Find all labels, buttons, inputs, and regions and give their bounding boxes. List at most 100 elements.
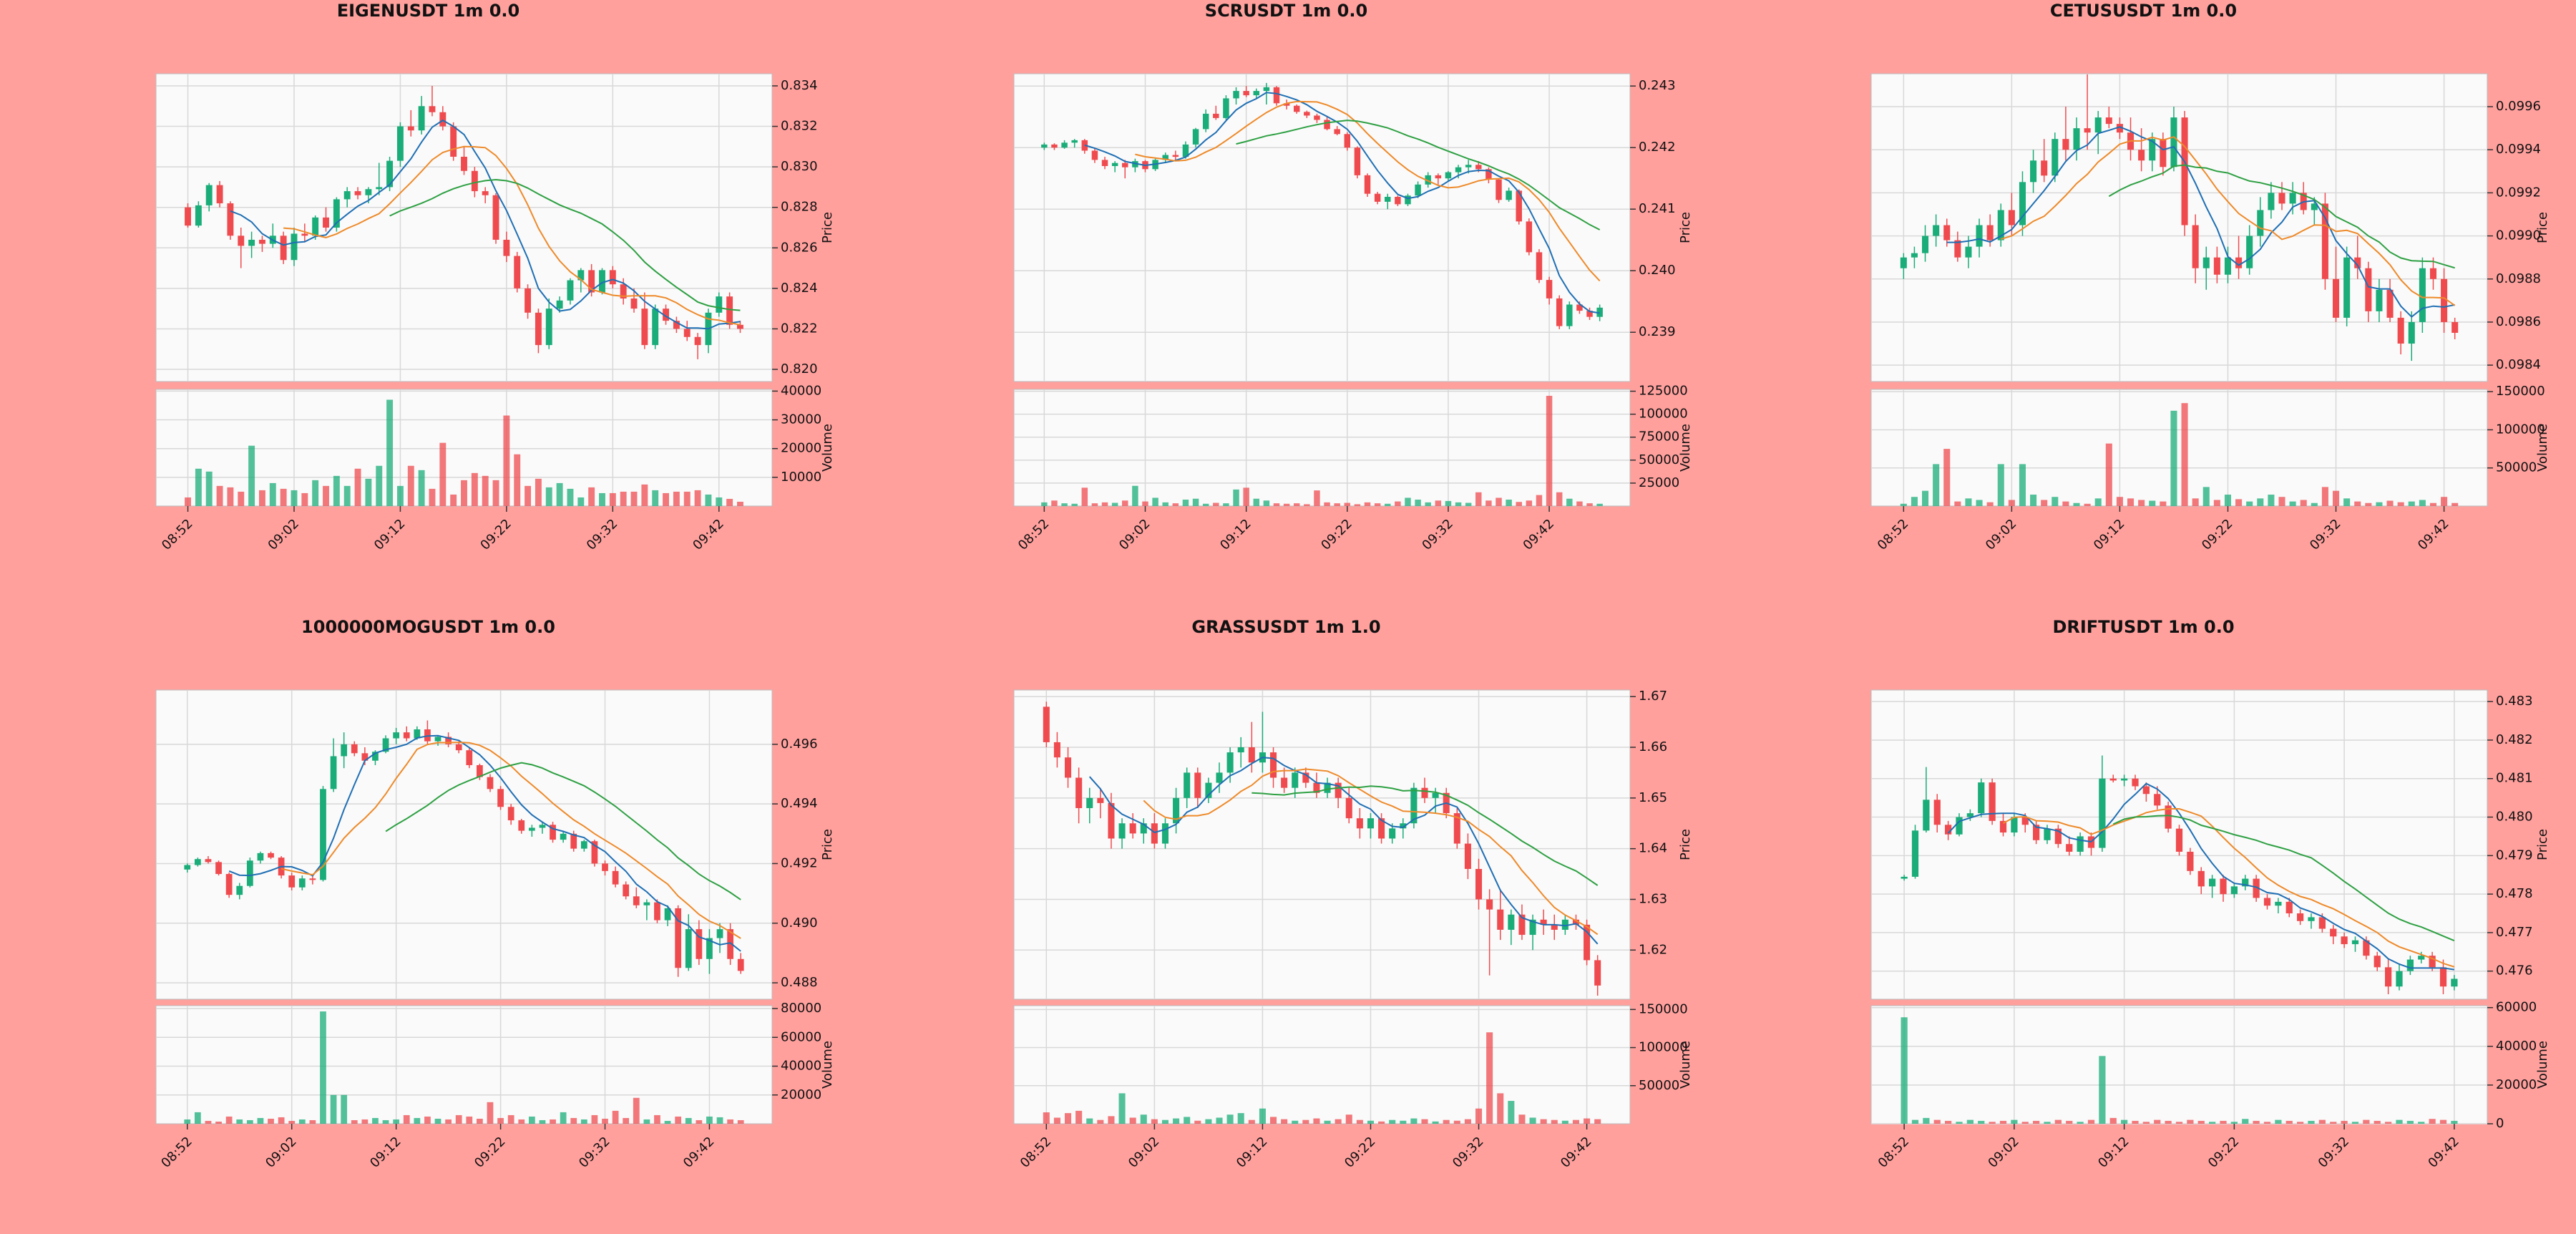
volume-bar [1111, 502, 1118, 506]
candle-body [2376, 289, 2383, 311]
candle-body [716, 929, 723, 938]
volume-bar [623, 1117, 630, 1124]
volume-bar [641, 484, 648, 506]
volume-bar [2285, 1120, 2293, 1124]
volume-bar [1142, 501, 1148, 506]
y-tick-label: 1.62 [1639, 942, 1667, 957]
volume-bar [1173, 1118, 1180, 1124]
volume-bar [664, 1120, 671, 1124]
volume-bar [2373, 1120, 2381, 1124]
volume-bar [2142, 1122, 2150, 1124]
candle-body [1584, 924, 1591, 961]
volume-bar [216, 485, 223, 506]
candle-body [248, 239, 255, 246]
volume-bar [1051, 500, 1058, 506]
candle-body [683, 329, 691, 337]
volume-bar [652, 490, 659, 506]
volume-bar [1061, 503, 1068, 506]
candle-body [1400, 823, 1407, 829]
candle-body [2386, 289, 2394, 318]
volume-bar [246, 1119, 253, 1124]
volume-bar [1314, 490, 1320, 506]
moving-average-line [2001, 136, 2456, 306]
volume-bar [1561, 1120, 1568, 1124]
candle-body [1172, 155, 1179, 157]
candle-body [184, 865, 191, 870]
candle-body [1043, 706, 1050, 742]
candle-body [1205, 782, 1212, 798]
volume-bar [2242, 1119, 2249, 1124]
candle-body [2242, 878, 2249, 887]
candle-body [716, 296, 723, 313]
moving-average-line [389, 178, 741, 311]
volume-bar [301, 492, 308, 506]
candle-body [514, 256, 521, 288]
volume-bar [737, 1119, 744, 1124]
volume-bar [560, 1112, 567, 1124]
candle-body [1455, 167, 1462, 173]
y-tick-label: 100000 [1639, 1040, 1688, 1055]
candle-body [1118, 823, 1126, 839]
candle-body [706, 938, 713, 959]
candle-body [2246, 235, 2253, 268]
y-tick-label: 0.0990 [2496, 228, 2541, 243]
candle-body [205, 859, 212, 863]
candle-body [461, 156, 467, 171]
volume-bar [1385, 503, 1391, 506]
y-tick-label: 0.824 [781, 281, 818, 296]
y-tick-label: 0.0988 [2496, 271, 2541, 286]
volume-bar [215, 1121, 222, 1124]
volume-bar [492, 480, 499, 506]
candle-body [528, 827, 535, 831]
volume-bar [1410, 1118, 1418, 1124]
volume-bar [1324, 502, 1330, 506]
candle-body [1486, 899, 1493, 910]
candle-body [1453, 813, 1460, 844]
candle-body [588, 270, 595, 293]
candle-body [1911, 253, 1918, 258]
volume-bar [1161, 1119, 1169, 1124]
volume-bar [556, 482, 563, 506]
volume-bar [1132, 485, 1138, 506]
volume-bar [2363, 1119, 2370, 1124]
volume-bar [2021, 1122, 2029, 1124]
volume-bar [205, 471, 213, 506]
volume-bar [2094, 498, 2102, 506]
volume-panel [1870, 389, 2488, 507]
volume-bar [236, 1119, 243, 1124]
candle-body [320, 789, 326, 880]
candle-body [1432, 792, 1439, 798]
volume-bar [471, 472, 478, 506]
y-tick-label: 50000 [2496, 460, 2537, 475]
candle-body [1223, 98, 1229, 118]
volume-bar [1345, 1114, 1352, 1124]
candle-body [2044, 828, 2051, 840]
volume-bar [2396, 1119, 2403, 1124]
candle-body [2175, 828, 2183, 852]
volume-bar [1546, 395, 1553, 506]
volume-bar [194, 1112, 201, 1124]
volume-bar [1253, 498, 1259, 506]
candle-body [2289, 193, 2296, 204]
candle-body [2332, 278, 2340, 318]
volume-bar [1465, 502, 1472, 506]
volume-bar [248, 445, 255, 506]
candle-body [2073, 128, 2080, 150]
candle-body [1586, 311, 1593, 317]
volume-bar [1415, 500, 1421, 506]
candle-body [2396, 971, 2403, 987]
y-axis-label: Volume [1678, 424, 1693, 472]
candle-body [227, 203, 234, 236]
candle-body [1546, 280, 1553, 298]
candle-body [737, 958, 744, 971]
volume-bar [1933, 1119, 1941, 1124]
candle-body [1097, 797, 1104, 803]
candle-body [1243, 91, 1249, 96]
candle-body [2451, 321, 2459, 333]
candle-body [567, 280, 574, 301]
volume-bar [525, 485, 532, 506]
volume-bar [545, 487, 552, 506]
candle-body [673, 321, 680, 329]
y-tick-label: 150000 [2496, 384, 2545, 399]
volume-bar [450, 494, 457, 506]
